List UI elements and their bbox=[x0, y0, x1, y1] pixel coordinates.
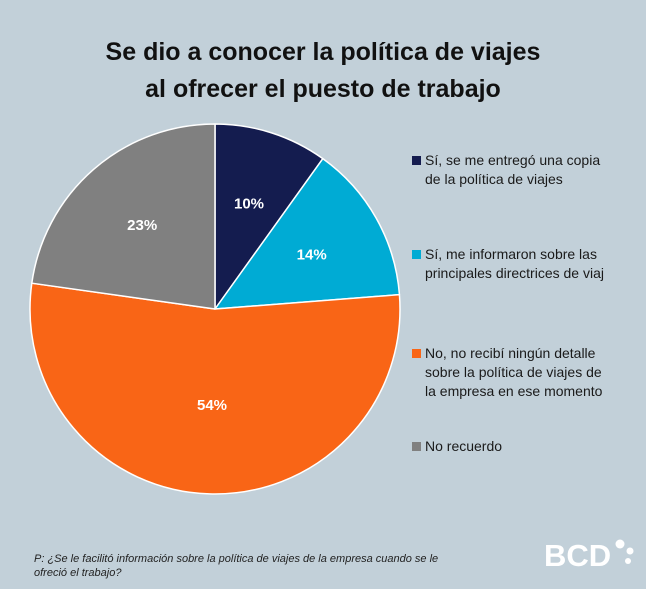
legend-item-dont-remember: No recuerdo bbox=[412, 437, 637, 456]
legend-label: No, no recibí ningún detalle sobre la po… bbox=[412, 344, 637, 401]
logo-text: BCD bbox=[544, 538, 611, 572]
bcd-logo: BCD bbox=[544, 538, 634, 572]
chart-title-line-1: Se dio a conocer la política de viajes bbox=[105, 38, 541, 66]
legend-item-copy: Sí, se me entregó una copia de la políti… bbox=[412, 151, 637, 189]
logo-dot bbox=[615, 539, 625, 549]
legend-swatch bbox=[412, 442, 421, 451]
pie-label-dont-remember: 23% bbox=[127, 217, 157, 234]
pie-slice-no-detail bbox=[29, 282, 401, 495]
legend-label-line: la empresa en ese momento bbox=[425, 383, 603, 399]
legend-label-line: sobre la política de viajes de bbox=[425, 364, 602, 380]
pie-label-no-detail: 54% bbox=[197, 397, 227, 414]
legend-label: Sí, me informaron sobre las principales … bbox=[412, 245, 637, 283]
legend-item-informed: Sí, me informaron sobre las principales … bbox=[412, 245, 637, 283]
chart-title-line-2: al ofrecer el puesto de trabajo bbox=[145, 75, 501, 103]
legend-swatch bbox=[412, 349, 421, 358]
legend-label: No recuerdo bbox=[412, 437, 637, 456]
survey-question: P: ¿Se le facilitó información sobre la … bbox=[34, 553, 439, 579]
logo-dot bbox=[626, 547, 634, 555]
pie-slice-dont-remember bbox=[31, 123, 216, 310]
pie-label-copy: 10% bbox=[234, 195, 264, 212]
legend-label-line: No, no recibí ningún detalle bbox=[425, 345, 596, 361]
logo-dot bbox=[625, 558, 631, 564]
legend-item-no-detail: No, no recibí ningún detalle sobre la po… bbox=[412, 344, 637, 401]
pie-label-informed: 14% bbox=[297, 247, 327, 264]
legend-label-line: No recuerdo bbox=[425, 438, 503, 454]
legend-label: Sí, se me entregó una copia de la políti… bbox=[412, 151, 637, 189]
legend-label-line: principales directrices de viaj bbox=[425, 265, 604, 281]
legend-swatch bbox=[412, 156, 421, 165]
legend-swatch bbox=[412, 250, 421, 259]
pie-chart: 10% 14% 54% 23% bbox=[29, 123, 401, 495]
chart-title: Se dio a conocer la política de viajes a… bbox=[0, 34, 646, 108]
legend-label-line: Sí, se me entregó una copia bbox=[425, 152, 601, 168]
legend-label-line: Sí, me informaron sobre las bbox=[425, 246, 597, 262]
pie-slice-copy bbox=[214, 123, 324, 310]
legend-label-line: de la política de viajes bbox=[425, 171, 563, 187]
pie-slice-informed bbox=[214, 157, 401, 310]
